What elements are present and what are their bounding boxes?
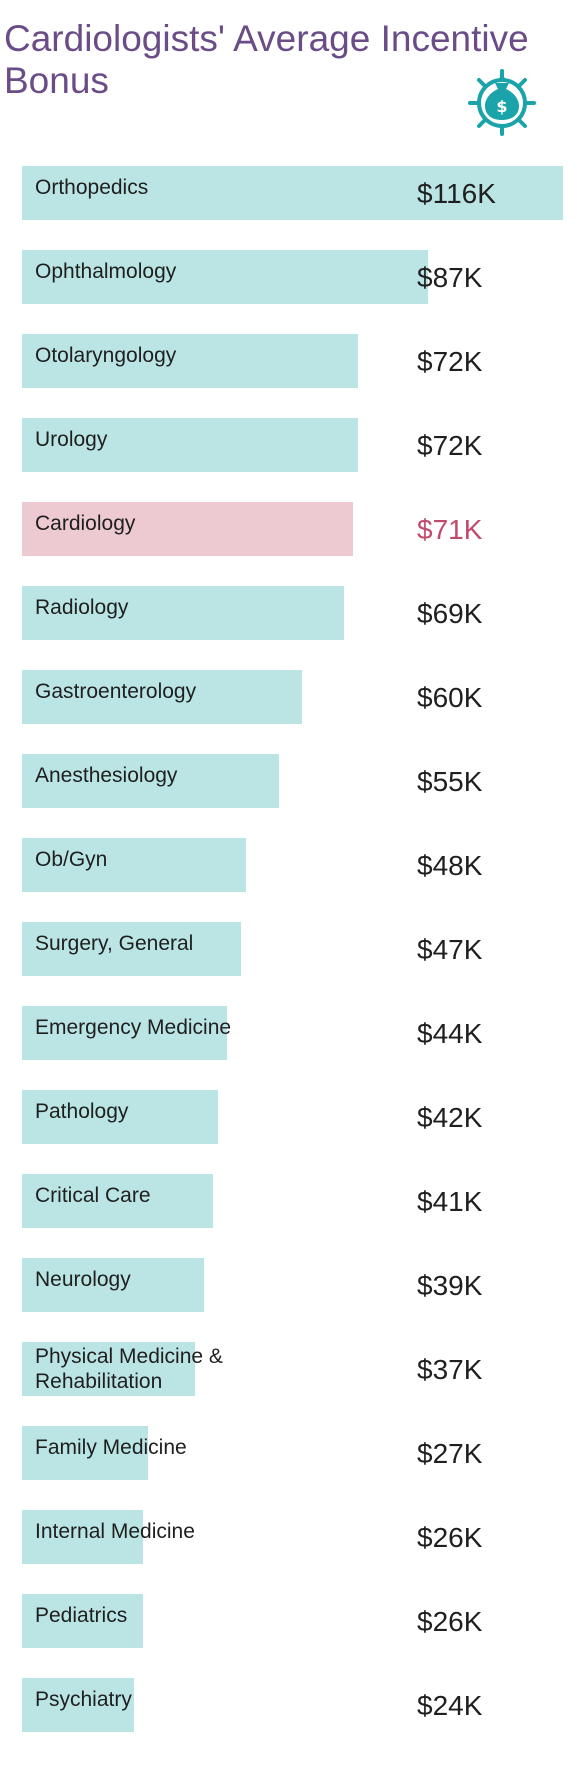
bar <box>22 1174 213 1228</box>
bar <box>22 1342 195 1396</box>
bar-row: Ob/Gyn $48K <box>0 838 580 922</box>
bar <box>22 1258 204 1312</box>
category-label: Psychiatry <box>35 1688 132 1711</box>
bar-row: Emergency Medicine $44K <box>0 1006 580 1090</box>
bar <box>22 1006 227 1060</box>
bar-row: Internal Medicine $26K <box>0 1510 580 1594</box>
value-label: $87K <box>417 262 483 293</box>
value-label: $37K <box>417 1354 483 1385</box>
chart-title: Cardiologists' Average Incentive Bonus <box>4 18 529 101</box>
bar <box>22 334 358 388</box>
value-label: $27K <box>417 1438 483 1469</box>
value-label: $60K <box>417 682 483 713</box>
category-label: Radiology <box>35 596 129 619</box>
bar-row: Pediatrics $26K <box>0 1594 580 1678</box>
bar <box>22 418 358 472</box>
svg-text:$: $ <box>496 97 507 116</box>
value-label: $55K <box>417 766 483 797</box>
bar-row: Cardiology $71K <box>0 502 580 586</box>
bar <box>22 1426 148 1480</box>
bar-row: Anesthesiology $55K <box>0 754 580 838</box>
category-label: Gastroenterology <box>35 680 197 703</box>
category-label: Pediatrics <box>35 1604 128 1627</box>
bar-row: Radiology $69K <box>0 586 580 670</box>
category-label: Otolaryngology <box>35 344 177 367</box>
bar <box>22 1090 218 1144</box>
bar <box>22 1594 143 1648</box>
bar <box>22 670 302 724</box>
bar-row: Urology $72K <box>0 418 580 502</box>
bar-row: Physical Medicine & Rehabilitation $37K <box>0 1342 580 1426</box>
bar-row: Gastroenterology $60K <box>0 670 580 754</box>
value-label: $71K <box>417 514 483 545</box>
money-bag-target-icon: $ <box>468 69 536 136</box>
category-label: Critical Care <box>35 1184 151 1207</box>
value-label: $72K <box>417 430 483 461</box>
category-label: Neurology <box>35 1268 131 1291</box>
value-label: $41K <box>417 1186 483 1217</box>
value-label: $26K <box>417 1522 483 1553</box>
category-label: Emergency Medicine <box>35 1016 232 1039</box>
category-label: Orthopedics <box>35 176 149 199</box>
category-label: Anesthesiology <box>35 764 178 787</box>
bar-row: Family Medicine $27K <box>0 1426 580 1510</box>
bar <box>22 250 428 304</box>
bar <box>22 922 241 976</box>
value-label: $44K <box>417 1018 483 1049</box>
bar <box>22 586 344 640</box>
category-label: Pathology <box>35 1100 129 1123</box>
category-label: Surgery, General <box>35 932 194 955</box>
category-label: Family Medicine <box>35 1436 187 1459</box>
category-label: Internal Medicine <box>35 1520 195 1543</box>
value-label: $42K <box>417 1102 483 1133</box>
bar <box>22 1510 143 1564</box>
category-label: Ophthalmology <box>35 260 177 283</box>
value-label: $39K <box>417 1270 483 1301</box>
bar-row: Pathology $42K <box>0 1090 580 1174</box>
bar <box>22 1678 134 1732</box>
bar <box>22 166 563 220</box>
value-label: $116K <box>417 178 496 209</box>
value-label: $72K <box>417 346 483 377</box>
bar-row: Ophthalmology $87K <box>0 250 580 334</box>
value-label: $47K <box>417 934 483 965</box>
bar-row: Orthopedics $116K <box>0 166 580 250</box>
value-label: $24K <box>417 1690 483 1721</box>
category-label: Cardiology <box>35 512 136 535</box>
value-label: $26K <box>417 1606 483 1637</box>
bar-row: Surgery, General $47K <box>0 922 580 1006</box>
bar <box>22 754 279 808</box>
bar-row: Neurology $39K <box>0 1258 580 1342</box>
value-label: $48K <box>417 850 483 881</box>
bar-row: Otolaryngology $72K <box>0 334 580 418</box>
bar <box>22 838 246 892</box>
bar <box>22 502 353 556</box>
category-label: Physical Medicine & Rehabilitation <box>35 1345 223 1393</box>
category-label: Urology <box>35 428 108 451</box>
bar-row: Psychiatry $24K <box>0 1678 580 1762</box>
category-label: Ob/Gyn <box>35 848 108 871</box>
bar-row: Critical Care $41K <box>0 1174 580 1258</box>
value-label: $69K <box>417 598 483 629</box>
